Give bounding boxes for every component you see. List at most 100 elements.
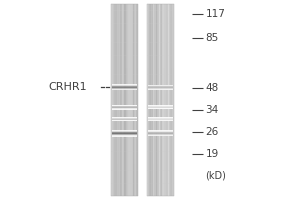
Bar [122,4,123,196]
Bar [151,4,152,196]
Bar [148,87,173,88]
Bar [148,119,173,120]
Bar [112,130,137,131]
Bar [147,106,174,113]
Bar [147,23,174,30]
Bar [147,119,174,126]
Bar [148,131,173,132]
Bar [153,4,154,196]
Bar [131,4,132,196]
Bar [121,4,122,196]
Bar [148,106,173,107]
Bar [147,177,174,184]
Bar [161,4,162,196]
Text: CRHR1: CRHR1 [48,82,87,92]
Bar [112,120,137,121]
Bar [147,113,174,120]
Bar [111,4,112,196]
Bar [171,4,172,196]
Bar [127,4,129,196]
Bar [137,4,138,196]
Bar [152,4,153,196]
Bar [133,4,135,196]
Bar [163,4,164,196]
Bar [111,36,138,43]
Bar [157,4,159,196]
Bar [112,88,137,89]
Bar [138,4,147,196]
Bar [112,107,137,108]
Bar [148,120,173,121]
Bar [133,4,134,196]
Bar [147,55,174,62]
Bar [147,17,174,24]
Bar [111,94,138,100]
Bar [153,4,154,196]
Bar [147,30,174,36]
Bar [111,190,138,196]
Bar [163,4,164,196]
Text: 117: 117 [206,9,225,19]
Bar [164,4,166,196]
Bar [117,4,118,196]
Bar [112,85,137,86]
Bar [148,85,173,86]
Bar [112,135,137,136]
Bar [111,151,138,158]
Bar [155,4,156,196]
Bar [112,134,137,135]
Bar [118,4,119,196]
Bar [154,4,155,196]
Bar [111,177,138,184]
Bar [112,119,137,120]
Bar [147,170,174,177]
Bar [147,94,174,100]
Bar [111,87,138,94]
Bar [112,105,137,106]
Bar [126,4,127,196]
Bar [152,4,153,196]
Bar [147,42,174,49]
Bar [125,4,126,196]
Bar [136,4,137,196]
Bar [149,4,150,196]
Bar [112,106,137,107]
Bar [147,10,174,17]
Bar [125,4,126,196]
Bar [111,158,138,164]
Bar [147,87,174,94]
Bar [147,190,174,196]
Bar [147,126,174,132]
Bar [148,105,173,106]
Bar [111,106,138,113]
Bar [148,89,173,90]
Bar [129,4,130,196]
Text: 26: 26 [206,127,219,137]
Bar [152,4,153,196]
Bar [147,138,174,145]
Bar [148,86,173,87]
Bar [112,118,137,119]
Bar [148,85,173,86]
Bar [111,68,138,75]
Bar [130,4,131,196]
Bar [148,135,173,136]
Bar [162,4,163,196]
Bar [147,151,174,158]
Bar [112,89,137,90]
Bar [123,4,124,196]
Bar [130,4,131,196]
Bar [120,4,122,196]
Bar [166,4,167,196]
Bar [119,4,120,196]
Bar [147,74,174,81]
Bar [147,4,174,11]
Bar [112,132,137,133]
Bar [112,4,113,196]
Bar [111,17,138,24]
Bar [148,107,173,108]
Bar [111,10,138,17]
Bar [123,4,124,196]
Bar [129,4,130,196]
Bar [111,81,138,88]
